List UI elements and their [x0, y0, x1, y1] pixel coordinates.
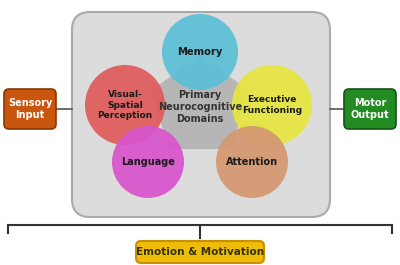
Text: Executive
Functioning: Executive Functioning [242, 95, 302, 115]
Text: Motor
Output: Motor Output [351, 98, 389, 120]
Text: Visual-
Spatial
Perception: Visual- Spatial Perception [97, 90, 153, 120]
Text: Primary
Neurocognitive
Domains: Primary Neurocognitive Domains [158, 90, 242, 123]
Text: Attention: Attention [226, 157, 278, 167]
Ellipse shape [162, 14, 238, 90]
Text: Emotion & Motivation: Emotion & Motivation [136, 247, 264, 257]
Text: Memory: Memory [177, 47, 223, 57]
FancyBboxPatch shape [344, 89, 396, 129]
Text: Language: Language [121, 157, 175, 167]
Text: Sensory
Input: Sensory Input [8, 98, 52, 120]
FancyBboxPatch shape [136, 241, 264, 263]
Ellipse shape [112, 126, 184, 198]
Ellipse shape [216, 126, 288, 198]
Ellipse shape [85, 65, 165, 145]
Polygon shape [150, 55, 250, 149]
Ellipse shape [232, 65, 312, 145]
FancyBboxPatch shape [4, 89, 56, 129]
FancyBboxPatch shape [72, 12, 330, 217]
